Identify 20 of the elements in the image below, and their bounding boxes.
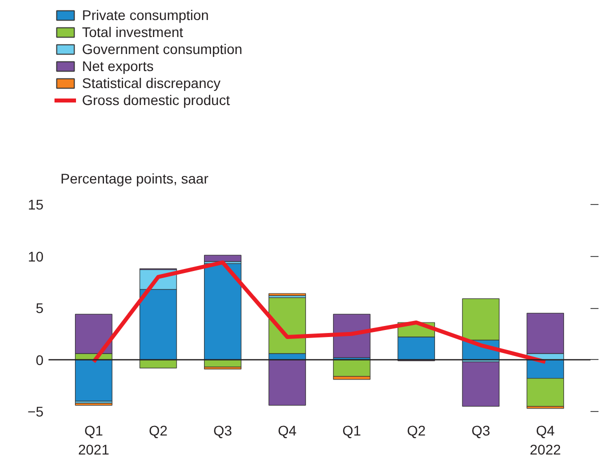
x-tick-label: Q4	[278, 422, 297, 438]
y-tick-label: −5	[28, 404, 44, 420]
legend-label: Total investment	[82, 23, 184, 40]
y-axis-title: Percentage points, saar	[60, 170, 209, 186]
legend-label: Private consumption	[82, 6, 209, 23]
y-tick-label: 15	[28, 196, 44, 212]
legend-label: Government consumption	[82, 40, 242, 57]
y-tick-label: 0	[36, 352, 44, 368]
y-tick-label: 10	[28, 248, 44, 264]
y-tick-label: 5	[36, 300, 44, 316]
x-tick-label: Q3	[213, 422, 232, 438]
x-tick-label: Q1 2021	[78, 422, 110, 458]
legend-label: Net exports	[82, 57, 154, 74]
legend-label: Gross domestic product	[82, 91, 230, 108]
x-tick-label: Q2	[406, 422, 426, 438]
legend-label: Statistical discrepancy	[82, 74, 221, 91]
x-tick-label: Q2	[148, 422, 168, 438]
x-tick-label: Q1	[342, 422, 362, 438]
x-tick-label: Q4 2022	[530, 422, 562, 458]
x-tick-label: Q3	[471, 422, 490, 438]
